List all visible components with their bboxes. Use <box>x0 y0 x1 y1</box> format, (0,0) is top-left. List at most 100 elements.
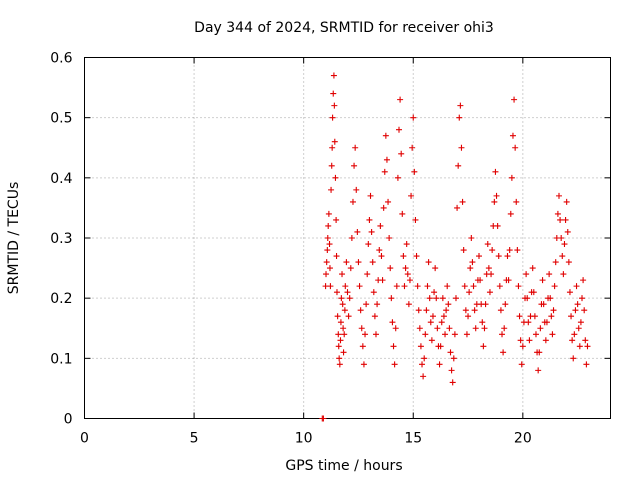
data-point <box>381 168 388 175</box>
data-point <box>444 283 451 290</box>
data-point <box>354 228 361 235</box>
data-point <box>337 337 344 344</box>
data-point <box>424 283 431 290</box>
data-point <box>575 325 582 332</box>
data-point <box>404 271 411 278</box>
y-tick-label: 0.6 <box>50 51 72 67</box>
data-point <box>514 247 521 254</box>
data-point <box>554 210 561 217</box>
data-point <box>574 301 581 308</box>
data-point <box>561 241 568 248</box>
data-point <box>459 198 466 205</box>
y-tick-label: 0.2 <box>50 291 72 307</box>
data-point <box>507 210 514 217</box>
data-point <box>378 253 385 260</box>
data-point <box>484 241 491 248</box>
data-point <box>450 355 457 362</box>
data-point <box>579 295 586 302</box>
data-point <box>394 174 401 181</box>
data-point <box>328 186 335 193</box>
x-axis-label: GPS time / hours <box>285 458 402 474</box>
data-point <box>466 289 473 296</box>
data-point <box>333 289 340 296</box>
data-point <box>414 283 421 290</box>
data-point <box>382 132 389 139</box>
data-point <box>352 144 359 151</box>
data-point <box>502 301 509 308</box>
data-point <box>397 96 404 103</box>
data-point <box>526 337 533 344</box>
data-point <box>340 325 347 332</box>
data-point <box>580 277 587 284</box>
data-point <box>331 138 338 145</box>
data-point <box>410 114 417 121</box>
data-point <box>401 283 408 290</box>
data-point <box>363 301 370 308</box>
data-point <box>508 174 515 181</box>
data-point <box>557 216 564 223</box>
data-point <box>334 313 341 320</box>
data-point <box>329 114 336 121</box>
data-point <box>327 283 334 290</box>
data-point <box>472 325 479 332</box>
data-point <box>562 216 569 223</box>
data-point <box>568 313 575 320</box>
data-point <box>482 301 489 308</box>
data-point <box>489 247 496 254</box>
data-point <box>436 361 443 368</box>
data-point <box>324 247 331 254</box>
data-point <box>408 192 415 199</box>
data-point <box>420 373 427 380</box>
data-point <box>583 361 590 368</box>
data-point <box>504 253 511 260</box>
data-point <box>448 367 455 374</box>
data-point <box>558 235 565 241</box>
data-point <box>336 355 343 362</box>
data-point <box>409 144 416 151</box>
data-point <box>577 319 584 326</box>
data-point <box>582 337 589 344</box>
data-point <box>323 259 330 266</box>
data-point <box>358 325 365 332</box>
data-point <box>563 198 570 205</box>
data-point <box>417 343 424 350</box>
data-point <box>380 204 387 211</box>
data-point <box>427 319 434 326</box>
data-point <box>516 313 523 320</box>
grid <box>84 57 611 419</box>
data-point <box>442 331 449 338</box>
data-point <box>434 325 441 332</box>
data-point <box>463 331 470 338</box>
data-point <box>576 343 583 350</box>
data-point <box>555 192 562 199</box>
data-point <box>419 361 426 368</box>
data-point <box>415 307 422 314</box>
data-point <box>360 361 367 368</box>
data-point <box>456 114 463 121</box>
data-point <box>413 253 420 260</box>
data-point <box>428 337 435 344</box>
data-point <box>399 210 406 217</box>
data-point <box>332 174 339 181</box>
data-point <box>383 156 390 163</box>
data-point <box>357 307 364 314</box>
data-point <box>547 295 554 302</box>
data-point <box>393 283 400 290</box>
data-point <box>320 415 327 422</box>
x-tick-label: 0 <box>80 431 89 447</box>
data-point <box>376 247 383 254</box>
data-point <box>497 307 504 314</box>
data-point <box>468 235 475 241</box>
data-point <box>536 349 543 356</box>
x-tick-label: 15 <box>404 431 422 447</box>
data-point <box>549 331 556 338</box>
data-point <box>465 313 472 320</box>
data-point <box>339 271 346 278</box>
x-tick-label: 5 <box>190 431 199 447</box>
data-point <box>403 241 410 248</box>
data-point <box>369 259 376 266</box>
data-point <box>471 307 478 314</box>
data-point <box>387 265 394 272</box>
data-point <box>326 241 333 248</box>
